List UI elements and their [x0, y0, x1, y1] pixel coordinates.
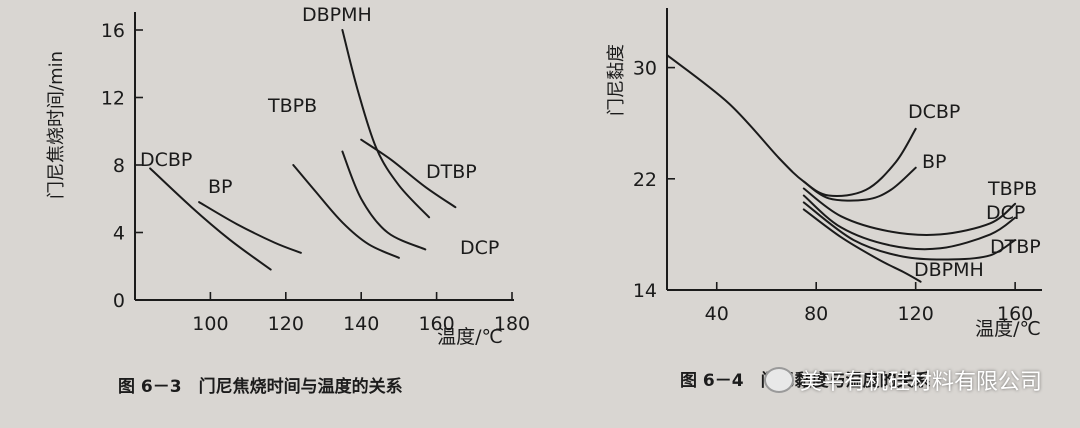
y-tick-label: 30 — [633, 58, 657, 80]
series-line-dcbp — [666, 54, 917, 198]
wechat-official-account-icon — [763, 367, 794, 393]
y-axis-label: 门尼黏度 — [606, 44, 627, 116]
y-tick-label: 8 — [113, 155, 125, 177]
series-line-dcp — [341, 150, 427, 251]
series-label-tbpb: TBPB — [987, 178, 1037, 200]
series-line-dtbp — [360, 138, 457, 209]
y-axis-label: 门尼焦烧时间/min — [46, 51, 67, 199]
y-tick-label: 16 — [101, 20, 125, 42]
series-label-dcp: DCP — [460, 237, 499, 259]
series-label-dtbp: DTBP — [990, 236, 1041, 258]
x-axis-label: 温度/℃ — [975, 318, 1041, 340]
series-label-bp: BP — [208, 176, 233, 198]
x-tick-label: 160 — [997, 303, 1033, 325]
series-line-bp — [198, 201, 302, 254]
chart-scorch-time: 100 120 140 160 180 0 4 8 12 16 温度/℃ 门尼焦烧时间/min DCBP… — [46, 4, 530, 348]
series-label-dcp: DCP — [986, 202, 1025, 224]
series-line-tbpb — [802, 187, 1017, 236]
x-tick-label: 80 — [804, 303, 828, 325]
x-tick-label: 120 — [268, 313, 304, 335]
y-tick-label: 22 — [633, 169, 657, 191]
series-line-dbpmh — [802, 208, 922, 283]
x-axis-label: 温度/℃ — [437, 326, 503, 348]
series-label-dbpmh: DBPMH — [914, 259, 984, 281]
x-tick-label: 40 — [705, 303, 729, 325]
x-tick-label: 120 — [898, 303, 934, 325]
series-label-bp: BP — [922, 151, 947, 173]
x-tick-label: 100 — [192, 313, 228, 335]
watermark-text: 美平有机硅材料有限公司 — [799, 370, 1042, 395]
y-tick-label: 0 — [113, 290, 125, 312]
series-line-tbpb — [292, 164, 400, 259]
series-label-dbpmh: DBPMH — [302, 4, 372, 26]
watermark: 美平有机硅材料有限公司 — [763, 364, 1042, 396]
x-tick-label: 140 — [343, 313, 379, 335]
series-label-dtbp: DTBP — [426, 161, 477, 183]
series-label-dcbp: DCBP — [140, 149, 192, 171]
series-line-dcbp — [149, 167, 272, 271]
x-tick-label: 160 — [418, 313, 454, 335]
y-tick-label: 14 — [633, 280, 657, 302]
series-line-dbpmh — [341, 29, 431, 219]
y-tick-label: 12 — [101, 88, 125, 110]
x-tick-label: 180 — [494, 313, 530, 335]
series-label-tbpb: TBPB — [267, 95, 317, 117]
figure-caption-left: 图 6－3 门尼焦烧时间与温度的关系 — [118, 377, 403, 397]
series-line-dtbp — [802, 201, 1017, 261]
y-tick-label: 4 — [113, 223, 125, 245]
series-line-bp — [802, 166, 917, 202]
series-line-dcp — [802, 194, 1017, 251]
series-label-dcbp: DCBP — [908, 101, 960, 123]
figure-caption-right: 图 6－4 门尼黏度与温度的关系 — [680, 371, 931, 391]
